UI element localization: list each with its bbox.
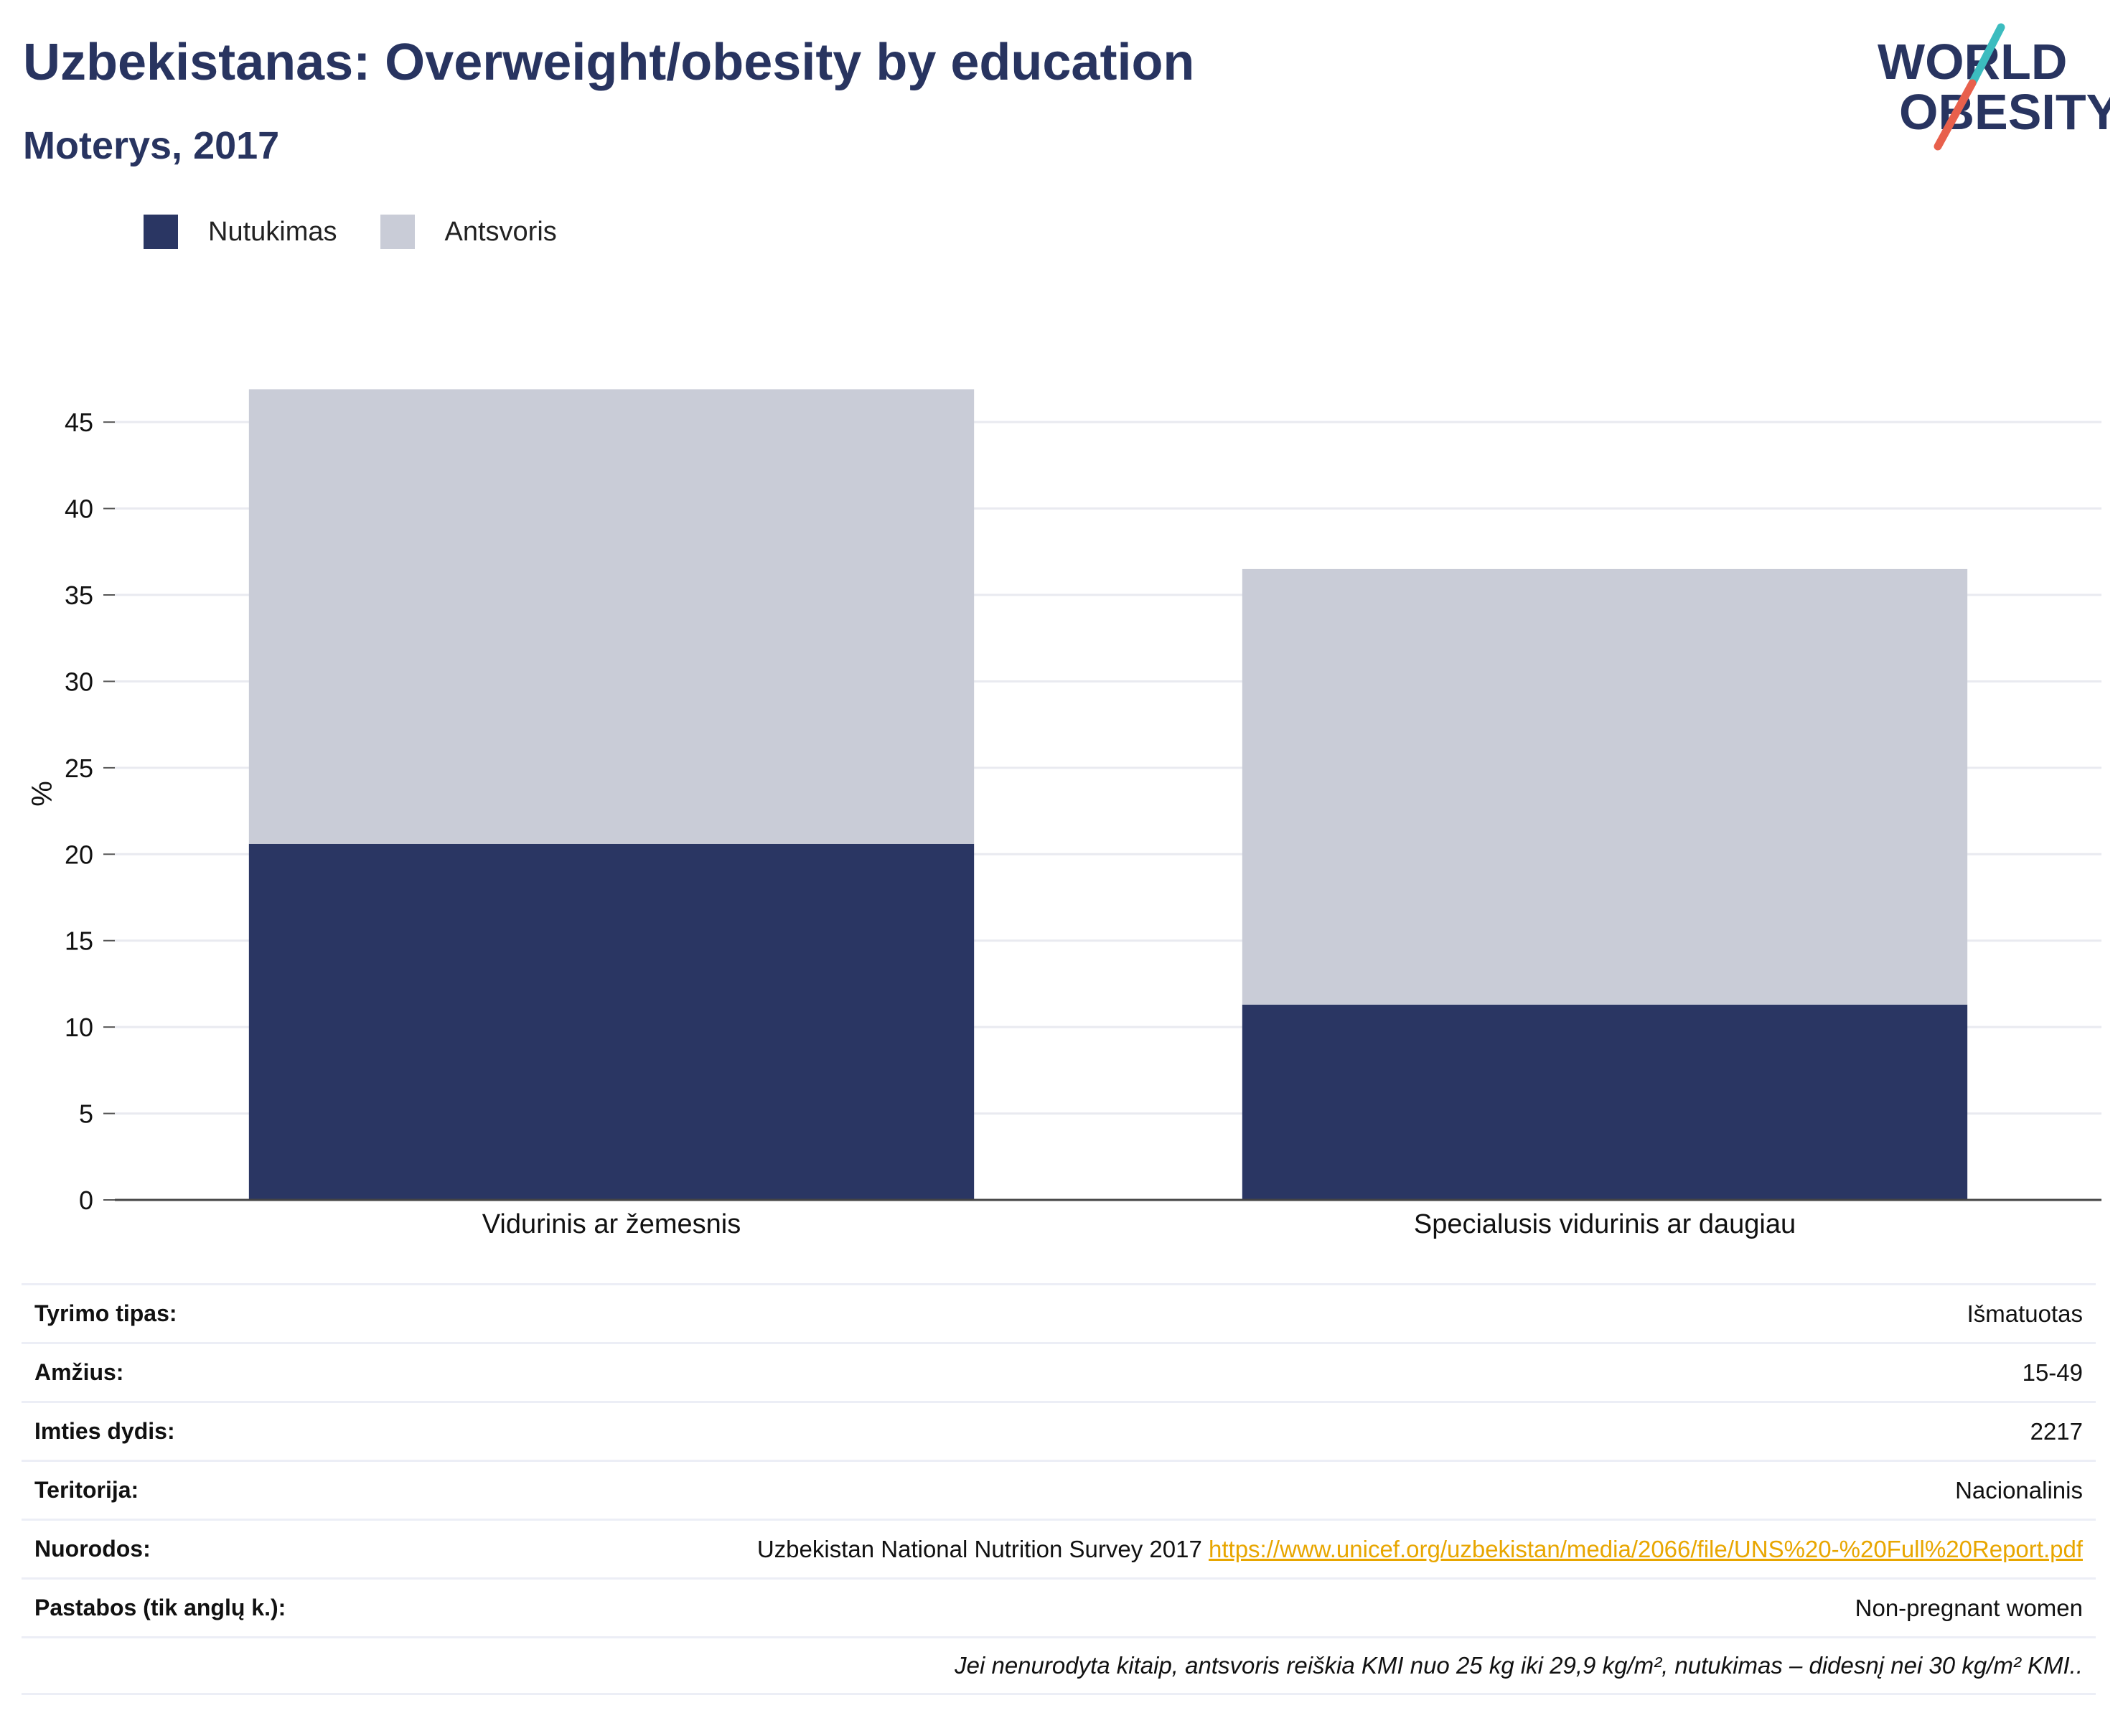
- info-label: Nuorodos:: [34, 1536, 151, 1562]
- footnote-text: Jei nenurodyta kitaip, antsvoris reiškia…: [955, 1652, 2083, 1679]
- y-tick-label: 5: [79, 1099, 93, 1129]
- legend-item-obesity[interactable]: Nutukimas: [144, 215, 337, 249]
- info-value: Non-pregnant women: [1855, 1594, 2083, 1621]
- logo-slash-red: [1934, 79, 1977, 151]
- info-value-references: Uzbekistan National Nutrition Survey 201…: [757, 1536, 2083, 1563]
- info-label: Teritorija:: [34, 1477, 139, 1503]
- y-tick-label: 10: [65, 1013, 93, 1042]
- y-tick-label: 20: [65, 840, 93, 869]
- info-value: 15-49: [2022, 1359, 2083, 1386]
- chart-legend: Nutukimas Antsvoris: [144, 214, 600, 250]
- bar-overweight: [248, 389, 975, 844]
- info-value: Nacionalinis: [1955, 1476, 2083, 1503]
- y-tick-label: 15: [65, 926, 93, 956]
- legend-swatch-overweight: [380, 215, 415, 249]
- y-tick-label: 35: [65, 581, 93, 610]
- bar-obesity: [1242, 1004, 1968, 1200]
- logo-slash-teal: [1968, 23, 2005, 88]
- y-tick-label: 25: [65, 754, 93, 783]
- info-row-territory: Teritorija: Nacionalinis: [22, 1460, 2096, 1519]
- info-label: Pastabos (tik anglų k.):: [34, 1595, 286, 1620]
- y-tick-label: 0: [79, 1186, 93, 1215]
- legend-label-obesity: Nutukimas: [208, 216, 337, 247]
- y-axis-label: %: [27, 781, 58, 807]
- x-tick-label: Specialusis vidurinis ar daugiau: [1414, 1209, 1796, 1239]
- info-row-survey-type: Tyrimo tipas: Išmatuotas: [22, 1283, 2096, 1342]
- reference-link[interactable]: https://www.unicef.org/uzbekistan/media/…: [1209, 1535, 2083, 1562]
- info-row-footnote: Jei nenurodyta kitaip, antsvoris reiškia…: [22, 1636, 2096, 1695]
- info-label: Imties dydis:: [34, 1418, 175, 1444]
- y-tick-label: 30: [65, 667, 93, 696]
- world-obesity-logo: WORLD OBESITY: [1878, 23, 2110, 151]
- chart-subtitle: Moterys, 2017: [23, 124, 280, 167]
- info-table: Tyrimo tipas: Išmatuotas Amžius: 15-49 I…: [22, 1283, 2096, 1695]
- info-row-age: Amžius: 15-49: [22, 1342, 2096, 1401]
- legend-item-overweight[interactable]: Antsvoris: [380, 215, 557, 249]
- info-label: Tyrimo tipas:: [34, 1300, 177, 1326]
- chart-title: Uzbekistanas: Overweight/obesity by educ…: [23, 34, 1195, 91]
- bar-chart: 0 5 10 15 20 25 30 35 40 45% Vidurinis ar žemesnis…: [27, 389, 2101, 1239]
- bar-obesity: [248, 843, 975, 1200]
- logo-word-obesity: OBESITY: [1899, 84, 2110, 140]
- info-label: Amžius:: [34, 1359, 124, 1385]
- x-tick-label: Vidurinis ar žemesnis: [482, 1209, 741, 1239]
- info-row-sample-size: Imties dydis: 2217: [22, 1401, 2096, 1460]
- legend-swatch-obesity: [144, 215, 178, 249]
- info-value: 2217: [2030, 1417, 2083, 1445]
- info-row-notes: Pastabos (tik anglų k.): Non-pregnant wo…: [22, 1577, 2096, 1636]
- y-tick-label: 40: [65, 494, 93, 524]
- info-row-references: Nuorodos: Uzbekistan National Nutrition …: [22, 1519, 2096, 1577]
- reference-text: Uzbekistan National Nutrition Survey 201…: [756, 1535, 1202, 1562]
- y-tick-label: 45: [65, 408, 93, 437]
- legend-label-overweight: Antsvoris: [444, 216, 557, 247]
- bar-overweight: [1242, 568, 1968, 1005]
- info-value: Išmatuotas: [1967, 1300, 2083, 1327]
